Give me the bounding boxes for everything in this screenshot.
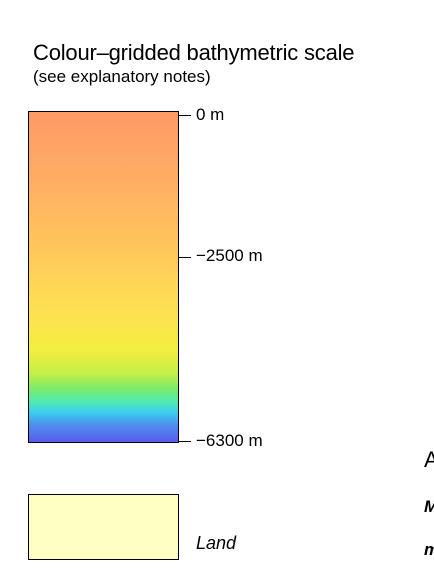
- land-label: Land: [196, 533, 237, 553]
- tick-2500m: [178, 257, 191, 258]
- tick-0m: [178, 115, 191, 116]
- legend-subtitle: (see explanatory notes): [33, 67, 211, 86]
- tick-label-0m: 0 m: [196, 105, 225, 124]
- clipped-text-m-lower: m: [424, 540, 434, 560]
- legend-title: Colour–gridded bathymetric scale: [33, 40, 355, 65]
- land-swatch: [28, 494, 179, 560]
- tick-label-6300m: −6300 m: [196, 431, 263, 450]
- clipped-text-a: A: [424, 447, 434, 472]
- bathymetric-colour-scale: [28, 111, 179, 443]
- tick-label-2500m: −2500 m: [196, 246, 263, 265]
- clipped-text-m-upper: M: [424, 497, 434, 517]
- tick-6300m: [178, 441, 191, 442]
